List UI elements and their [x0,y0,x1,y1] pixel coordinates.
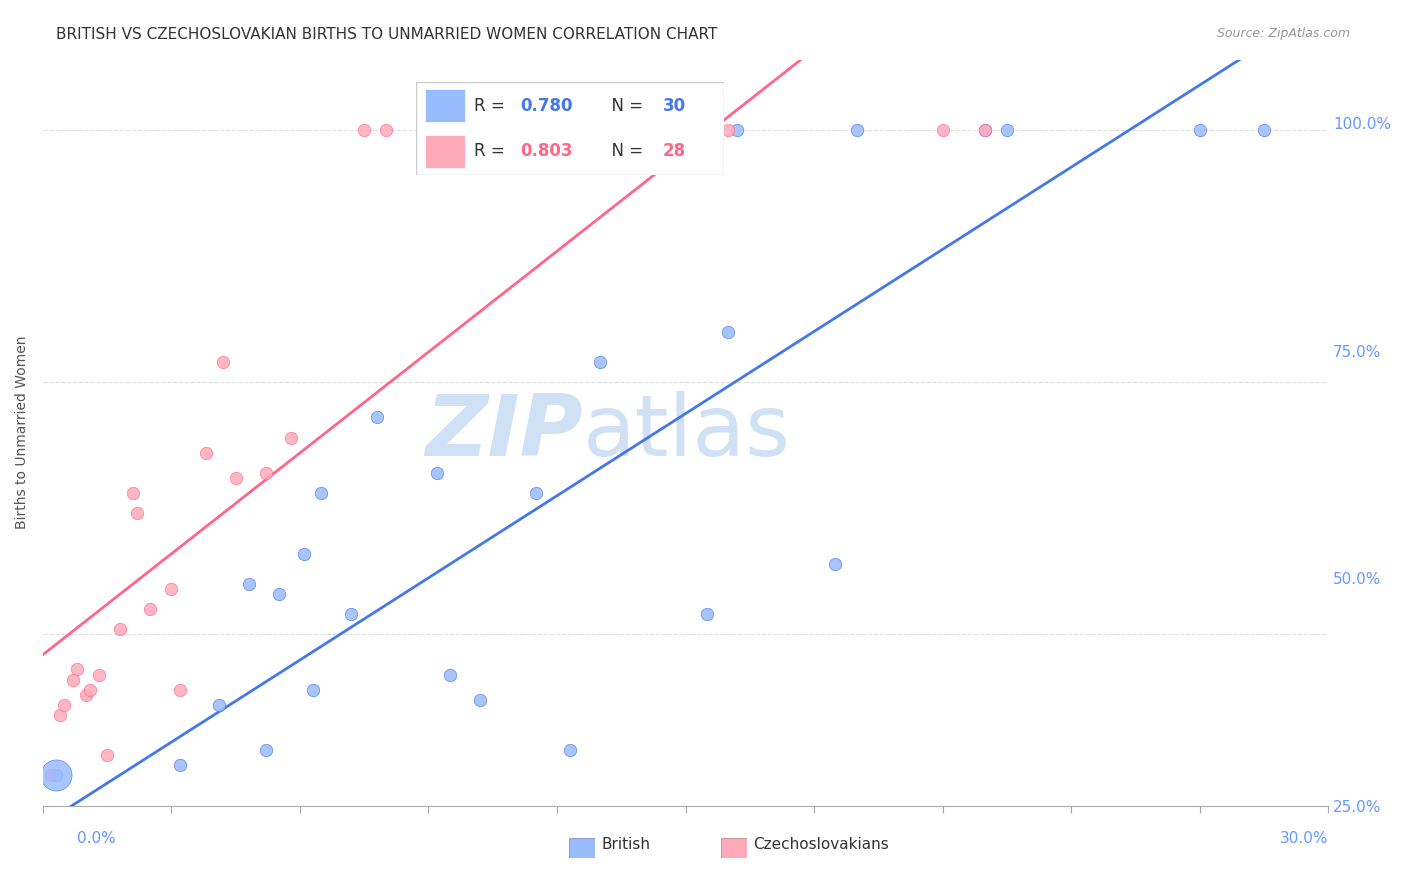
Point [66,663,89,677]
Point [49,707,72,722]
Text: Source: ZipAtlas.com: Source: ZipAtlas.com [1216,27,1350,40]
Point [194,446,217,460]
Point [75,688,97,702]
Point [87,667,110,681]
Point [725,123,748,137]
Text: ZIP: ZIP [425,391,582,474]
Point [53,698,76,712]
Point [45,768,67,782]
Point [931,123,953,137]
Point [558,743,581,757]
Point [353,123,375,137]
Point [717,123,740,137]
Y-axis label: Births to Unmarried Women: Births to Unmarried Women [15,335,30,529]
Point [62,673,84,687]
Text: British: British [602,838,651,852]
Point [127,506,149,520]
Point [169,758,191,772]
Point [340,607,363,621]
Point [717,325,740,339]
Point [41,768,63,782]
Point [121,486,143,500]
Text: BRITISH VS CZECHOSLOVAKIAN BIRTHS TO UNMARRIED WOMEN CORRELATION CHART: BRITISH VS CZECHOSLOVAKIAN BIRTHS TO UNM… [56,27,717,42]
Point [439,123,461,137]
Point [374,123,396,137]
Point [426,466,449,480]
Point [292,547,315,561]
Point [108,622,131,636]
Point [45,768,67,782]
Point [589,355,612,369]
Point [117,823,139,838]
Point [211,355,233,369]
Point [254,743,277,757]
Point [238,576,260,591]
Point [207,698,229,712]
Point [468,692,491,706]
Point [301,682,323,697]
Point [696,607,718,621]
Point [225,471,247,485]
Point [439,667,461,681]
Text: atlas: atlas [582,391,790,474]
Text: 0.0%: 0.0% [77,831,117,846]
Point [845,123,868,137]
Point [974,123,997,137]
Point [1253,123,1275,137]
Point [974,123,997,137]
Point [524,123,547,137]
Text: 30.0%: 30.0% [1281,831,1329,846]
Point [366,410,388,425]
Point [79,682,101,697]
Point [160,582,183,596]
Point [311,486,333,500]
Point [169,682,191,697]
Point [267,587,290,601]
Point [280,431,302,445]
Point [995,123,1018,137]
Text: Czechoslovakians: Czechoslovakians [754,838,890,852]
Point [824,557,846,571]
Point [108,829,131,843]
Point [254,466,277,480]
Point [524,486,547,500]
Point [1188,123,1211,137]
Point [96,748,118,763]
Point [610,123,633,137]
Point [96,829,118,843]
Point [139,602,162,616]
